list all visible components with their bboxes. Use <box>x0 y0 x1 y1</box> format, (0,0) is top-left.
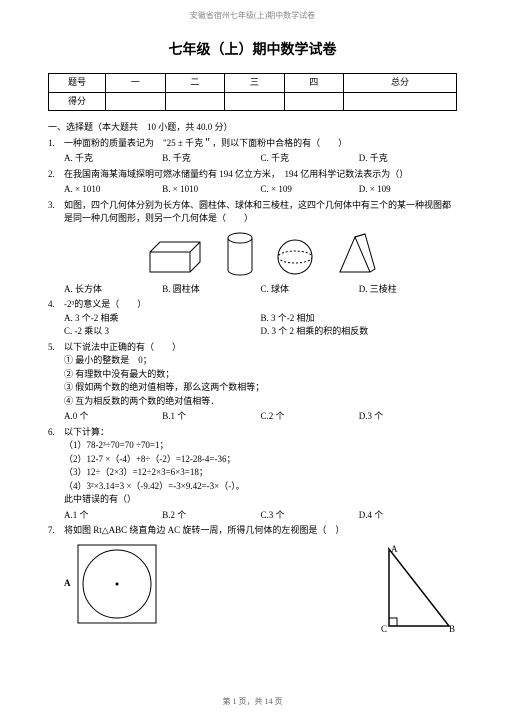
question-number: 1. <box>48 137 64 166</box>
choice-b: B. × 1010 <box>162 183 260 197</box>
exam-title: 七年级（上）期中数学试卷 <box>48 40 457 61</box>
table-cell <box>165 92 224 111</box>
table-cell <box>344 92 457 111</box>
choice-b: B.1 个 <box>162 410 260 424</box>
sub-3: （3）12÷（2×3）=12÷2×3=6×3=18； <box>64 466 457 480</box>
sub-4: （4）3²×3.14=3 ×（-9.42）=-3×9.42=-3×（-）。 <box>64 480 457 494</box>
choice-c: C. × 109 <box>261 183 359 197</box>
choice-a: A. 千克 <box>64 152 162 166</box>
choice-a: A. 长方体 <box>64 283 162 297</box>
choice-d: D.4 个 <box>359 509 457 523</box>
choice-b: B. 千克 <box>162 152 260 166</box>
sub-2: ② 有理数中没有最大的数； <box>64 368 457 382</box>
choice-a: A.0 个 <box>64 410 162 424</box>
vertex-b: B <box>449 624 455 634</box>
sub-1: ① 最小的整数是 0； <box>64 354 457 368</box>
vertex-c: C <box>381 624 387 634</box>
triangle-figure: A B C <box>377 544 457 634</box>
question-text: 将如图 Rt△ABC 绕直角边 AC 旋转一周，所得几何体的左视图是（ ） <box>64 524 457 538</box>
table-cell: 得分 <box>49 92 106 111</box>
circle-figure <box>77 544 157 624</box>
choice-d: D. 千克 <box>359 152 457 166</box>
question-text: 在我国南海某海域探明可燃冰储量约有 194 亿立方米， 194 亿用科学记数法表… <box>64 168 457 182</box>
choice-c: C.2 个 <box>261 410 359 424</box>
question-text: 以下说法中正确的有（ ） <box>64 341 457 355</box>
question-7: 7. 将如图 Rt△ABC 绕直角边 AC 旋转一周，所得几何体的左视图是（ ）… <box>48 524 457 634</box>
question-number: 7. <box>48 524 64 634</box>
choice-d: D. 3 个 2 相乘的积的相反数 <box>261 325 458 339</box>
prism-icon <box>335 232 377 277</box>
sub-4: ④ 互为相反数的两个数的绝对值相等． <box>64 395 457 409</box>
shapes-figure <box>64 232 457 277</box>
question-1: 1. 一种面粉的质量表记为 "25 ± 千克＂，则以下面粉中合格的有（ ） A.… <box>48 137 457 166</box>
table-cell: 三 <box>225 74 284 93</box>
question-number: 4. <box>48 298 64 339</box>
choice-c: C. 球体 <box>261 283 359 297</box>
choice-b: B. 3 个-2 相加 <box>261 312 458 326</box>
choice-a: A. 3 个-2 相乘 <box>64 312 261 326</box>
choice-d: D.3 个 <box>359 410 457 424</box>
choice-c: C.3 个 <box>261 509 359 523</box>
score-table: 题号 一 二 三 四 总分 得分 <box>48 73 457 111</box>
question-text: 以下计算： <box>64 426 457 440</box>
table-cell <box>284 92 343 111</box>
choice-d: D. 三棱柱 <box>359 283 457 297</box>
question-number: 5. <box>48 341 64 424</box>
question-text: 一种面粉的质量表记为 "25 ± 千克＂，则以下面粉中合格的有（ ） <box>64 137 457 151</box>
choice-d: D. × 109 <box>359 183 457 197</box>
page-header: 安徽省宿州七年级(上)期中数学试卷 <box>48 10 457 22</box>
sub-3: ③ 假如两个数的绝对值相等，那么这两个数相等； <box>64 381 457 395</box>
sub-1: （1）78-2³÷70=70 ÷70=1； <box>64 439 457 453</box>
table-cell <box>106 92 165 111</box>
figure-a-label: A <box>64 577 71 591</box>
cuboid-icon <box>145 237 205 277</box>
choice-b: B.2 个 <box>162 509 260 523</box>
question-2: 2. 在我国南海某海域探明可燃冰储量约有 194 亿立方米， 194 亿用科学记… <box>48 168 457 197</box>
question-text: -2³的意义是（ ） <box>64 298 457 312</box>
table-cell <box>225 92 284 111</box>
table-cell: 四 <box>284 74 343 93</box>
sub-2: （2）12-7 ×（-4）+8÷（-2）=12-28-4=-36； <box>64 453 457 467</box>
table-cell: 题号 <box>49 74 106 93</box>
question-tail: 此中错误的有（） <box>64 493 457 507</box>
question-4: 4. -2³的意义是（ ） A. 3 个-2 相乘 C. -2 乘以 3 B. … <box>48 298 457 339</box>
section-title: 一、选择题（本大题共 10 小题，共 40.0 分） <box>48 121 457 135</box>
table-cell: 二 <box>165 74 224 93</box>
question-text: 如图，四个几何体分别为长方体、圆柱体、球体和三棱柱，这四个几何体中有三个的某一种… <box>64 199 457 226</box>
question-number: 3. <box>48 199 64 297</box>
choice-a: A.1 个 <box>64 509 162 523</box>
question-6: 6. 以下计算： （1）78-2³÷70=70 ÷70=1； （2）12-7 ×… <box>48 426 457 523</box>
cylinder-icon <box>225 232 255 277</box>
table-cell: 总分 <box>344 74 457 93</box>
question-number: 6. <box>48 426 64 523</box>
sphere-icon <box>275 237 315 277</box>
choice-a: A. × 1010 <box>64 183 162 197</box>
question-3: 3. 如图，四个几何体分别为长方体、圆柱体、球体和三棱柱，这四个几何体中有三个的… <box>48 199 457 297</box>
vertex-a: A <box>391 544 398 554</box>
choice-b: B. 圆柱体 <box>162 283 260 297</box>
choice-c: C. -2 乘以 3 <box>64 325 261 339</box>
choice-c: C. 千克 <box>261 152 359 166</box>
table-cell: 一 <box>106 74 165 93</box>
page-footer: 第 1 页，共 14 页 <box>0 696 505 708</box>
question-number: 2. <box>48 168 64 197</box>
question-5: 5. 以下说法中正确的有（ ） ① 最小的整数是 0； ② 有理数中没有最大的数… <box>48 341 457 424</box>
